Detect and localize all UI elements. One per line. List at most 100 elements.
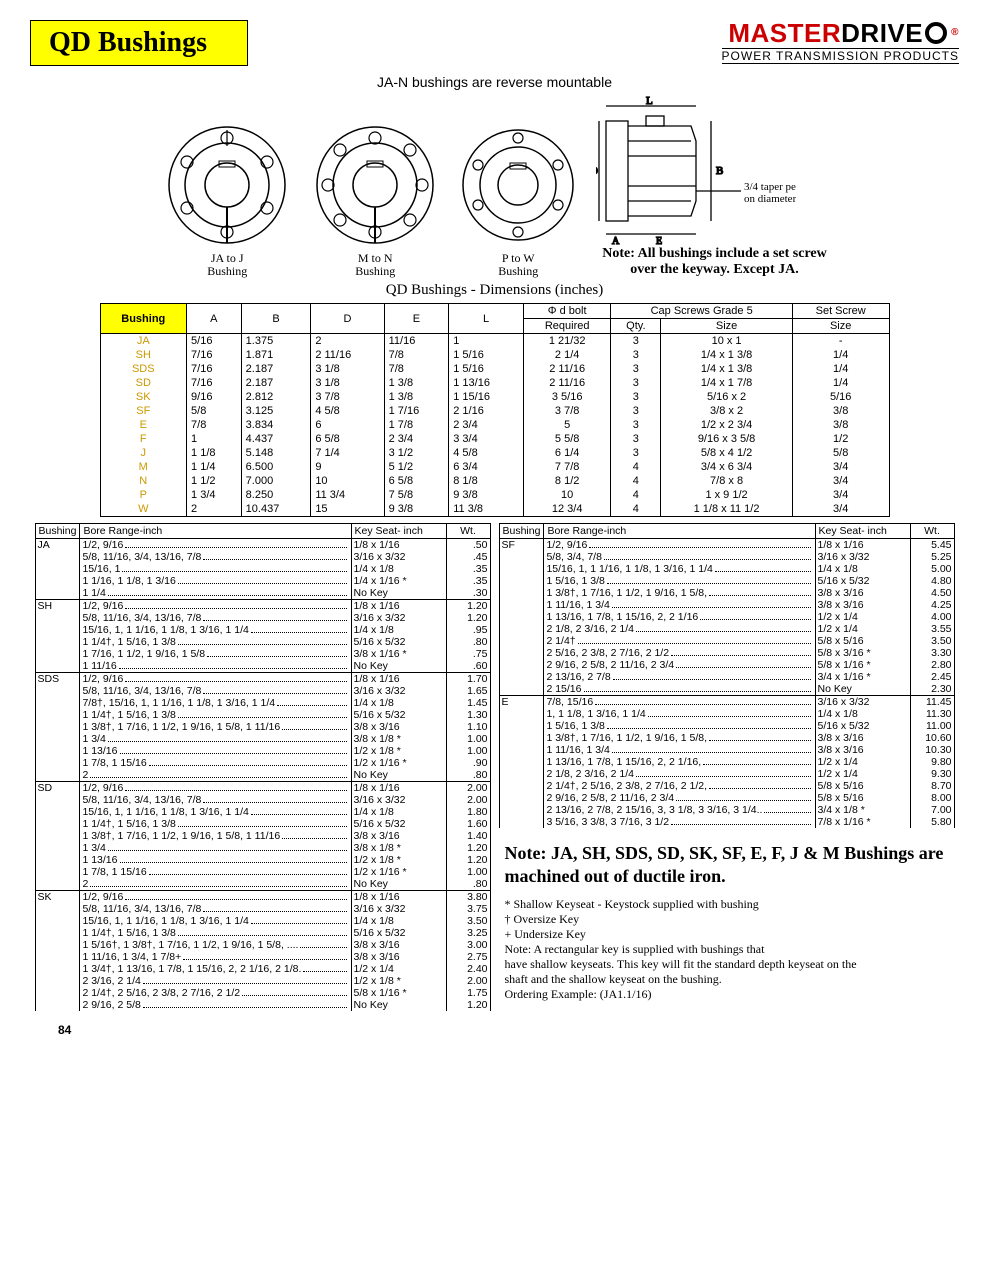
footnote-line: * Shallow Keyseat - Keystock supplied wi… <box>505 897 955 912</box>
table-row: 7/8†, 15/16, 1, 1 1/16, 1 1/8, 1 3/16, 1… <box>35 697 490 709</box>
col-header: Size <box>661 319 793 334</box>
diagram-label: JA to J <box>211 251 244 265</box>
footnote-line: Ordering Example: (JA1.1/16) <box>505 987 955 1002</box>
taper-label: on diameter <box>744 193 796 205</box>
bore-table-left: Bushing Bore Range-inch Key Seat- inch W… <box>35 523 491 1011</box>
col-header: Bushing <box>35 524 80 539</box>
brand-logo: MASTERDRIVE ® POWER TRANSMISSION PRODUCT… <box>722 20 959 64</box>
table-row: 2 9/16, 2 5/8, 2 11/16, 2 3/45/8 x 1/16 … <box>499 659 954 671</box>
table-row: 1 7/8, 1 15/161/2 x 1/16 *1.00 <box>35 866 490 878</box>
page-title: QD Bushings <box>30 20 248 66</box>
page-number: 84 <box>58 1023 959 1037</box>
table-row: 1 13/161/2 x 1/8 *1.00 <box>35 745 490 757</box>
table-row: M1 1/46.50095 1/26 3/47 7/843/4 x 6 3/43… <box>100 460 889 474</box>
table-row: 1 1/4No Key.30 <box>35 587 490 600</box>
dimensions-table: Bushing A B D E L Φ d bolt Cap Screws Gr… <box>100 303 890 517</box>
svg-text:L: L <box>646 96 653 107</box>
table-row: SK9/162.8123 7/81 3/81 15/163 5/1635/16 … <box>100 390 889 404</box>
table-row: 1 3/4†, 1 13/16, 1 7/8, 1 15/16, 2, 2 1/… <box>35 963 490 975</box>
brand-text-b: DRIVE <box>841 20 923 46</box>
svg-text:D: D <box>596 165 598 177</box>
col-header: Φ d bolt <box>523 304 611 319</box>
diagram-label: P to W <box>502 251 535 265</box>
col-bushing: Bushing <box>100 304 187 334</box>
table-row: 1 3/8†, 1 7/16, 1 1/2, 1 9/16, 1 5/8, 1 … <box>35 830 490 842</box>
table-row: 1 13/16, 1 7/8, 1 15/16, 2, 2 1/16,1/2 x… <box>499 756 954 768</box>
table-row: 5/8, 11/16, 3/4, 13/16, 7/83/16 x 3/321.… <box>35 612 490 624</box>
table-row: W210.437159 3/811 3/812 3/441 1/8 x 11 1… <box>100 502 889 517</box>
table-row: JA1/2, 9/161/8 x 1/16.50 <box>35 539 490 552</box>
col-header: Set Screw <box>792 304 889 319</box>
footnote-line: † Oversize Key <box>505 912 955 927</box>
bushing-cross-section: L B D A E 3/4 taper per foot on diameter <box>596 96 796 246</box>
table-row: 1 3/43/8 x 1/8 *1.00 <box>35 733 490 745</box>
col-header: D <box>311 304 384 334</box>
table-row: 1 3/8†, 1 7/16, 1 1/2, 1 9/16, 1 5/8,3/8… <box>499 587 954 599</box>
table-row: 5/8, 3/4, 7/83/16 x 3/325.25 <box>499 551 954 563</box>
keyway-note: Note: All bushings include a set screw o… <box>602 246 827 278</box>
col-header: Bushing <box>499 524 544 539</box>
col-header: E <box>384 304 449 334</box>
table-row: 5/8, 11/16, 3/4, 13/16, 7/83/16 x 3/323.… <box>35 903 490 915</box>
table-row: 1 11/16, 1 3/43/8 x 3/164.25 <box>499 599 954 611</box>
table-row: SK1/2, 9/161/8 x 1/163.80 <box>35 891 490 904</box>
table-row: 1 1/4†, 1 5/16, 1 3/85/16 x 5/323.25 <box>35 927 490 939</box>
col-header: Required <box>523 319 611 334</box>
table-row: 1 11/16, 1 3/4, 1 7/8+3/8 x 3/162.75 <box>35 951 490 963</box>
svg-text:A: A <box>612 236 620 246</box>
col-header: Wt. <box>910 524 954 539</box>
col-header: Key Seat- inch <box>351 524 446 539</box>
dimensions-title: QD Bushings - Dimensions (inches) <box>30 282 959 299</box>
table-row: 1 7/16, 1 1/2, 1 9/16, 1 5/83/8 x 1/16 *… <box>35 648 490 660</box>
table-row: 2 1/8, 2 3/16, 2 1/41/2 x 1/49.30 <box>499 768 954 780</box>
footnote-line: Note: A rectangular key is supplied with… <box>505 942 955 957</box>
table-row: 15/16, 1, 1 1/16, 1 1/8, 1 3/16, 1 1/41/… <box>35 915 490 927</box>
table-row: SH7/161.8712 11/167/81 5/162 1/431/4 x 1… <box>100 348 889 362</box>
subtitle: JA-N bushings are reverse mountable <box>30 74 959 90</box>
table-row: 2 13/16, 2 7/8, 2 15/16, 3, 3 1/8, 3 3/1… <box>499 804 954 816</box>
table-row: 1 11/16No Key.60 <box>35 660 490 673</box>
table-row: 1 1/4†, 1 5/16, 1 3/85/16 x 5/321.60 <box>35 818 490 830</box>
table-row: 1 13/16, 1 7/8, 1 15/16, 2, 2 1/161/2 x … <box>499 611 954 623</box>
table-row: 15/16, 1, 1 1/16, 1 1/8, 1 3/16, 1 1/41/… <box>35 806 490 818</box>
table-row: 1, 1 1/8, 1 3/16, 1 1/41/4 x 1/811.30 <box>499 708 954 720</box>
table-row: 5/8, 11/16, 3/4, 13/16, 7/83/16 x 3/32.4… <box>35 551 490 563</box>
table-row: 2 13/16, 2 7/83/4 x 1/16 *2.45 <box>499 671 954 683</box>
table-row: 2 9/16, 2 5/8No Key1.20 <box>35 999 490 1011</box>
footnote-line: shaft and the shallow keyseat on the bus… <box>505 972 955 987</box>
table-row: 2 5/16, 2 3/8, 2 7/16, 2 1/25/8 x 3/16 *… <box>499 647 954 659</box>
table-row: 2 1/4†, 2 5/16, 2 3/8, 2 7/16, 2 1/25/8 … <box>35 987 490 999</box>
col-header: Cap Screws Grade 5 <box>611 304 792 319</box>
table-row: 3 5/16, 3 3/8, 3 7/16, 3 1/27/8 x 1/16 *… <box>499 816 954 828</box>
table-row: 1 3/8†, 1 7/16, 1 1/2, 1 9/16, 1 5/8,3/8… <box>499 732 954 744</box>
table-row: SD1/2, 9/161/8 x 1/162.00 <box>35 782 490 795</box>
table-row: 2 3/16, 2 1/41/2 x 1/8 *2.00 <box>35 975 490 987</box>
table-row: 1 7/8, 1 15/161/2 x 1/16 *.90 <box>35 757 490 769</box>
col-header: A <box>187 304 242 334</box>
gear-icon <box>925 22 947 44</box>
table-row: 15/16, 1, 1 1/16, 1 1/8, 1 3/16, 1 1/41/… <box>35 624 490 636</box>
table-row: 15/16, 1, 1 1/16, 1 1/8, 1 3/16, 1 1/41/… <box>499 563 954 575</box>
table-row: 1 1/16, 1 1/8, 1 3/161/4 x 1/16 *.35 <box>35 575 490 587</box>
col-header: B <box>241 304 311 334</box>
table-row: SDS7/162.1873 1/87/81 5/162 11/1631/4 x … <box>100 362 889 376</box>
ductile-note: Note: JA, SH, SDS, SD, SK, SF, E, F, J &… <box>505 842 955 887</box>
brand-text-a: MASTER <box>728 20 841 46</box>
footnote-line: have shallow keyseats. This key will fit… <box>505 957 955 972</box>
table-row: N1 1/27.000106 5/88 1/88 1/247/8 x 83/4 <box>100 474 889 488</box>
table-row: 5/8, 11/16, 3/4, 13/16, 7/83/16 x 3/321.… <box>35 685 490 697</box>
bushing-diagram-1 <box>162 120 292 250</box>
diagram-label: M to N <box>358 251 393 265</box>
table-row: 2No Key.80 <box>35 769 490 782</box>
table-row: 2 1/4†5/8 x 5/163.50 <box>499 635 954 647</box>
table-row: 1 1/4†, 1 5/16, 1 3/85/16 x 5/321.30 <box>35 709 490 721</box>
table-row: 1 5/16, 1 3/85/16 x 5/3211.00 <box>499 720 954 732</box>
table-row: SD7/162.1873 1/81 3/81 13/162 11/1631/4 … <box>100 376 889 390</box>
table-row: 1 5/16, 1 3/85/16 x 5/324.80 <box>499 575 954 587</box>
table-row: 1 5/16†, 1 3/8†, 1 7/16, 1 1/2, 1 9/16, … <box>35 939 490 951</box>
table-row: SF5/83.1254 5/81 7/162 1/163 7/833/8 x 2… <box>100 404 889 418</box>
table-row: F14.4376 5/82 3/43 3/45 5/839/16 x 3 5/8… <box>100 432 889 446</box>
table-row: J1 1/85.1487 1/43 1/24 5/86 1/435/8 x 4 … <box>100 446 889 460</box>
table-row: E7/8, 15/163/16 x 3/3211.45 <box>499 696 954 709</box>
table-row: 1 3/43/8 x 1/8 *1.20 <box>35 842 490 854</box>
